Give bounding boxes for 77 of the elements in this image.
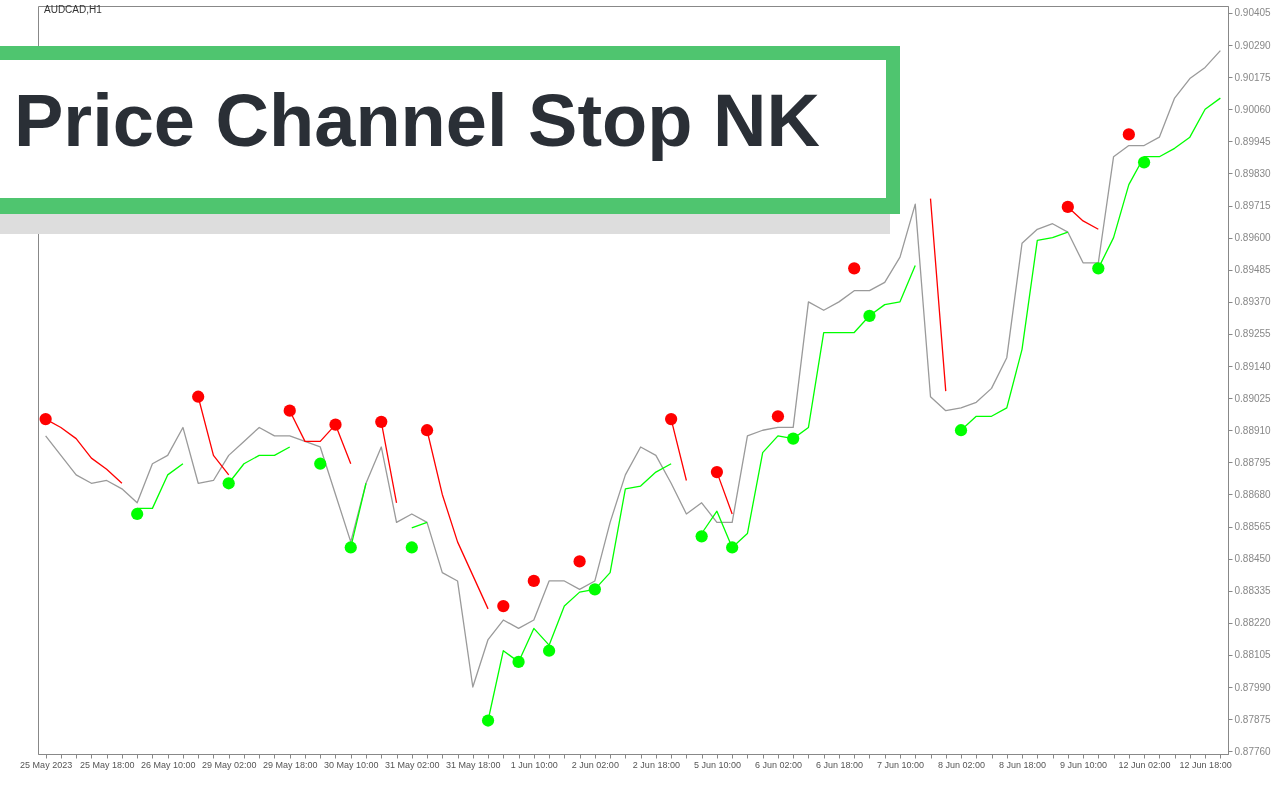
point — [1092, 262, 1105, 275]
y-tick-label: 0.89370 — [1234, 296, 1272, 308]
x-tick-label: 6 Jun 18:00 — [815, 759, 863, 770]
point — [375, 415, 388, 428]
x-tick-label: 8 Jun 02:00 — [937, 759, 986, 770]
x-tick-label: 7 Jun 10:00 — [876, 759, 925, 770]
y-tick-label: 0.87760 — [1234, 745, 1272, 757]
x-tick-label: 31 May 02:00 — [385, 759, 440, 770]
point — [283, 404, 296, 417]
y-tick-label: 0.88335 — [1234, 585, 1272, 597]
y-tick-label: 0.90175 — [1234, 71, 1272, 83]
annotation: AUDCAD,H1 — [44, 4, 102, 15]
point — [497, 599, 510, 613]
point — [222, 477, 235, 490]
point — [848, 262, 861, 275]
point — [695, 530, 708, 543]
y-tick-label: 0.90290 — [1234, 39, 1272, 51]
point — [1122, 128, 1135, 141]
x-tick-label: 2 Jun 18:00 — [632, 759, 680, 770]
y-tick-label: 0.87875 — [1234, 713, 1272, 725]
x-tick-label: 29 May 18:00 — [262, 759, 318, 770]
x-tick-label: 9 Jun 10:00 — [1060, 759, 1108, 770]
y-tick-label: 0.89255 — [1234, 328, 1272, 340]
point — [863, 309, 876, 322]
y-tick-label: 0.89485 — [1234, 264, 1272, 276]
point — [344, 541, 357, 554]
y-tick-label: 0.88105 — [1234, 649, 1272, 661]
point — [665, 412, 678, 426]
y-tick-label: 0.88795 — [1234, 456, 1272, 468]
point — [481, 714, 495, 727]
point — [314, 457, 327, 470]
point — [405, 541, 418, 554]
text: Price Channel Stop NK — [14, 78, 820, 163]
y-tick-label: 0.90405 — [1234, 7, 1272, 19]
x-tick-label: 12 Jun 02:00 — [1118, 759, 1171, 770]
y-tick-label: 0.89025 — [1234, 392, 1272, 404]
x-tick-label: 30 May 10:00 — [323, 759, 379, 770]
y-tick-label: 0.89945 — [1234, 135, 1272, 147]
x-tick-label: 8 Jun 18:00 — [999, 759, 1047, 770]
point — [954, 424, 968, 437]
y-tick-label: 0.88910 — [1234, 424, 1272, 436]
x-tick-label: 5 Jun 10:00 — [693, 759, 741, 770]
point — [1061, 200, 1074, 214]
x-tick-label: 25 May 18:00 — [79, 759, 135, 770]
point — [420, 424, 434, 437]
y-tick-label: 0.89830 — [1234, 167, 1272, 179]
x-tick-label: 26 May 10:00 — [140, 759, 196, 770]
y-tick-label: 0.89715 — [1234, 200, 1272, 212]
y-tick-label: 0.87990 — [1234, 681, 1272, 693]
y-tick-label: 0.90060 — [1234, 103, 1272, 115]
x-tick-label: 12 Jun 18:00 — [1179, 759, 1232, 770]
point — [726, 541, 739, 554]
point — [527, 574, 540, 588]
y-tick-label: 0.88450 — [1234, 553, 1272, 565]
point — [39, 412, 52, 426]
point — [329, 418, 342, 431]
y-tick-label: 0.89600 — [1234, 232, 1272, 244]
point — [542, 644, 556, 657]
x-tick-label: 6 Jun 02:00 — [754, 759, 802, 770]
y-tick-label: 0.88220 — [1234, 617, 1272, 629]
point — [1137, 156, 1151, 169]
x-tick-label: 1 Jun 10:00 — [510, 759, 558, 770]
x-tick-label: 25 May 2023 — [20, 759, 73, 770]
point — [573, 555, 586, 568]
y-tick-label: 0.89140 — [1234, 360, 1272, 372]
point — [771, 410, 785, 423]
point — [787, 432, 800, 445]
point — [588, 583, 601, 596]
point — [512, 655, 525, 669]
y-tick-label: 0.88565 — [1234, 521, 1272, 533]
point — [192, 390, 205, 403]
x-tick-label: 29 May 02:00 — [201, 759, 257, 770]
point — [131, 507, 144, 521]
point — [710, 465, 724, 479]
x-tick-label: 31 May 18:00 — [446, 759, 501, 770]
y-tick-label: 0.88680 — [1234, 488, 1272, 500]
x-tick-label: 2 Jun 02:00 — [571, 759, 619, 770]
